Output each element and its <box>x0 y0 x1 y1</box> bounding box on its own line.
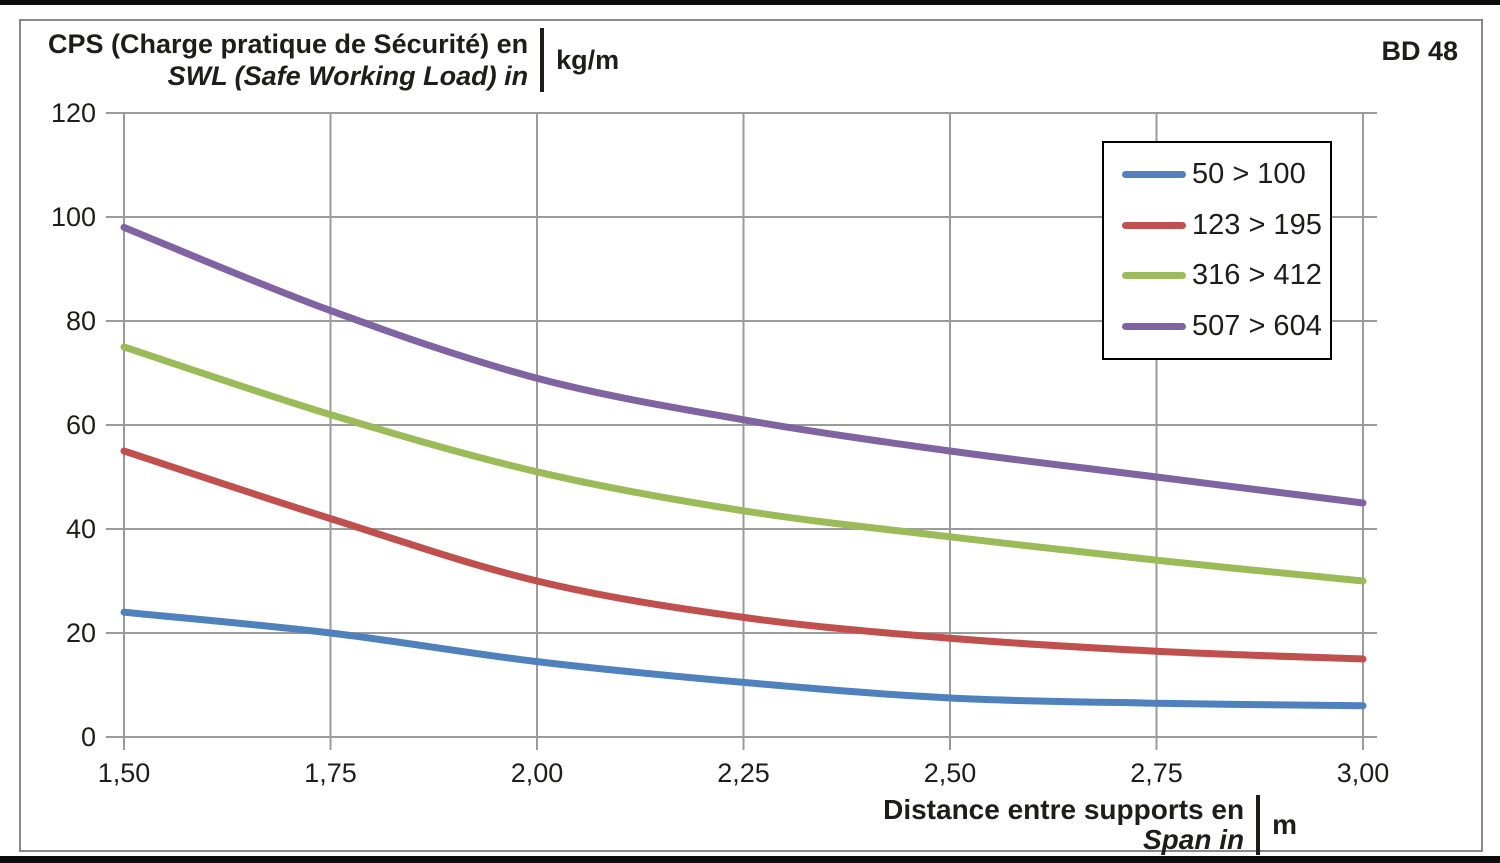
legend-label: 123 > 195 <box>1192 208 1322 241</box>
x-tick-label: 2,50 <box>924 758 977 788</box>
page-bottom-border <box>0 856 1500 863</box>
x-tick-label: 2,75 <box>1130 758 1183 788</box>
title-divider-bar <box>540 28 545 92</box>
y-tick-label: 0 <box>81 722 96 752</box>
y-tick-label: 80 <box>66 306 96 336</box>
x-tick-label: 2,25 <box>717 758 770 788</box>
legend-label: 50 > 100 <box>1192 157 1306 190</box>
y-tick-label: 20 <box>66 618 96 648</box>
xaxis-title: Distance entre supports en Span in m <box>883 795 1297 855</box>
legend-line-swatch <box>1122 221 1186 229</box>
series-line-123-to-195 <box>120 447 1367 663</box>
chart-legend: 50 > 100 123 > 195 316 > 412 507 > 604 <box>1102 141 1332 360</box>
x-tick-label: 2,00 <box>511 758 564 788</box>
xaxis-title-en: Span in <box>1142 824 1245 855</box>
chart-outer-frame <box>19 19 1483 852</box>
chart-title-fr: CPS (Charge pratique de Sécurité) en <box>48 29 529 59</box>
legend-line-swatch <box>1122 323 1186 331</box>
legend-label: 316 > 412 <box>1192 259 1322 292</box>
x-tick-label: 1,75 <box>304 758 357 788</box>
xaxis-title-fr: Distance entre supports en <box>883 794 1245 825</box>
legend-item: 50 > 100 <box>1122 158 1330 191</box>
y-tick-label: 40 <box>66 514 96 544</box>
x-tick-label: 1,50 <box>98 758 151 788</box>
xaxis-divider-bar <box>1256 795 1261 855</box>
series-line-316-to-412 <box>120 343 1367 585</box>
chart-title-en: SWL (Safe Working Load) in <box>167 61 529 91</box>
legend-line-swatch <box>1122 170 1186 178</box>
x-tick-label: 3,00 <box>1337 758 1390 788</box>
model-badge: BD 48 <box>1381 36 1458 66</box>
legend-label: 507 > 604 <box>1192 310 1322 343</box>
y-unit-label: kg/m <box>556 44 620 75</box>
y-tick-label: 120 <box>51 98 96 128</box>
y-tick-label: 100 <box>51 202 96 232</box>
axis-tick-labels: 0 20 40 60 80 100 120 1,50 1,75 2,00 2,25 2,50 2,75 3… <box>51 98 1389 788</box>
series-line-507-to-604 <box>120 223 1367 507</box>
chart-title: CPS (Charge pratique de Sécurité) en SWL… <box>48 28 619 92</box>
page-top-border <box>0 0 1500 5</box>
y-tick-label: 60 <box>66 410 96 440</box>
legend-item: 316 > 412 <box>1122 259 1330 292</box>
series-line-50-to-100 <box>120 608 1367 710</box>
legend-line-swatch <box>1122 272 1186 280</box>
legend-item: 507 > 604 <box>1122 310 1330 343</box>
legend-item: 123 > 195 <box>1122 209 1330 242</box>
x-unit-label: m <box>1272 809 1297 840</box>
